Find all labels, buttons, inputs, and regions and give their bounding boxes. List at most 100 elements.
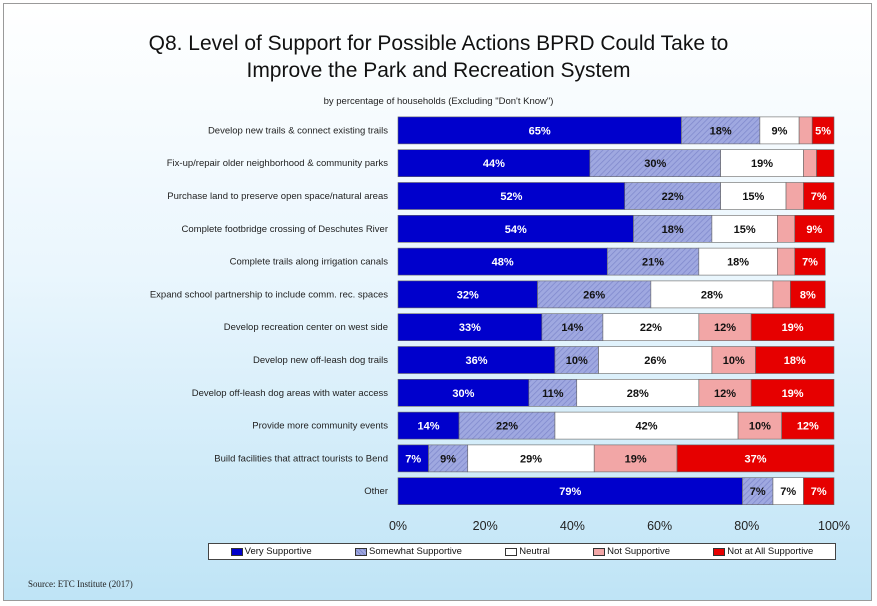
bar-segment [750,313,835,342]
data-label: 28% [701,289,723,301]
data-label: 26% [583,289,605,301]
data-label: 26% [644,355,666,367]
x-tick-label: 60% [647,519,672,533]
bar-segment [397,280,538,309]
x-tick-label: 0% [389,519,407,533]
legend-label: Not Supportive [607,546,670,557]
data-label: 14% [561,322,583,334]
x-tick-label: 20% [473,519,498,533]
data-label: 14% [418,421,440,433]
category-label: Complete trails along irrigation canals [230,257,389,268]
data-label: 19% [782,388,804,400]
data-label: 15% [742,191,764,203]
bar-segment [798,116,813,145]
data-label: 18% [662,224,684,236]
bar-segment [720,149,804,177]
data-label: 7% [405,453,421,465]
bar-segment [589,149,721,177]
chart-title-line-1: Q8. Level of Support for Possible Action… [148,32,729,55]
data-label: 30% [644,158,666,170]
data-label: 29% [520,453,542,465]
bar-segment [397,378,530,407]
data-label: 44% [483,158,505,170]
data-label: 5% [815,125,831,137]
bar-segment [528,378,578,407]
bar-segment [541,313,604,342]
bar-segment [633,215,713,243]
bar-segment [794,247,826,276]
bar-segment [593,444,678,473]
data-label: 22% [640,322,662,334]
legend-label: Not at All Supportive [727,546,814,557]
category-label: Build facilities that attract tourists t… [214,453,388,464]
category-label: Expand school partnership to include com… [150,289,388,300]
bar-segment [811,116,835,145]
bar-segment [698,247,778,276]
bar-segment [397,116,682,145]
bar-segment [711,346,756,374]
data-label: 10% [723,355,745,367]
bar-segment [803,477,835,506]
bar-segment [397,444,429,473]
data-label: 10% [566,355,588,367]
data-label: 8% [800,289,816,301]
bar-segment [777,247,796,276]
data-label: 19% [625,453,647,465]
data-label: 12% [797,421,819,433]
bar-segment [676,444,835,473]
legend-item: Not Supportive [593,546,670,557]
data-label: 19% [782,322,804,334]
data-label: 7% [811,191,827,203]
data-label: 28% [627,388,649,400]
legend-swatch [505,547,518,556]
bar-segment [397,182,626,210]
data-label: 7% [802,257,818,269]
bar-segment [742,477,774,506]
data-label: 10% [749,421,771,433]
bar-segment [698,313,752,342]
data-label: 52% [500,191,522,203]
data-label: 12% [714,322,736,334]
data-label: 65% [529,125,551,137]
data-label: 21% [642,257,664,269]
data-label: 22% [496,421,518,433]
bar-segment [397,247,608,276]
category-label: Other [364,486,388,497]
bar-segment [602,313,700,342]
bar-segment [750,378,835,407]
data-label: 11% [542,388,564,400]
bar-segment [777,215,796,243]
data-label: 54% [505,224,527,236]
category-label: Provide more community events [252,421,388,432]
bar-segment [606,247,700,276]
data-label: 18% [784,355,806,367]
data-label: 9% [772,125,788,137]
data-label: 37% [745,453,767,465]
category-label: Develop off-leash dog areas with water a… [192,388,389,399]
bar-segment [554,411,739,440]
legend-swatch [355,547,367,556]
bar-segment [772,477,804,506]
bar-segment [803,182,835,210]
bar-segment [397,215,634,243]
bar-segment [790,280,826,309]
bar-segment [720,182,787,210]
bar-segment [803,149,817,177]
data-label: 30% [452,388,474,400]
bar-segment [698,378,752,407]
data-label: 9% [440,453,456,465]
bar-segment [755,346,835,374]
x-tick-label: 100% [818,519,850,533]
bar-segment [537,280,652,309]
category-label: Fix-up/repair older neighborhood & commu… [167,158,388,169]
bar-segment [458,411,556,440]
legend-label: Very Supportive [244,546,312,557]
chart-subtitle: by percentage of households (Excluding "… [323,96,554,107]
bar-segment [650,280,774,309]
x-tick-label: 80% [734,519,759,533]
legend-item: Very Supportive [230,546,312,557]
legend-swatch [713,547,726,556]
bar-segment [681,116,761,145]
data-label: 22% [662,191,684,203]
bar-segment [576,378,700,407]
